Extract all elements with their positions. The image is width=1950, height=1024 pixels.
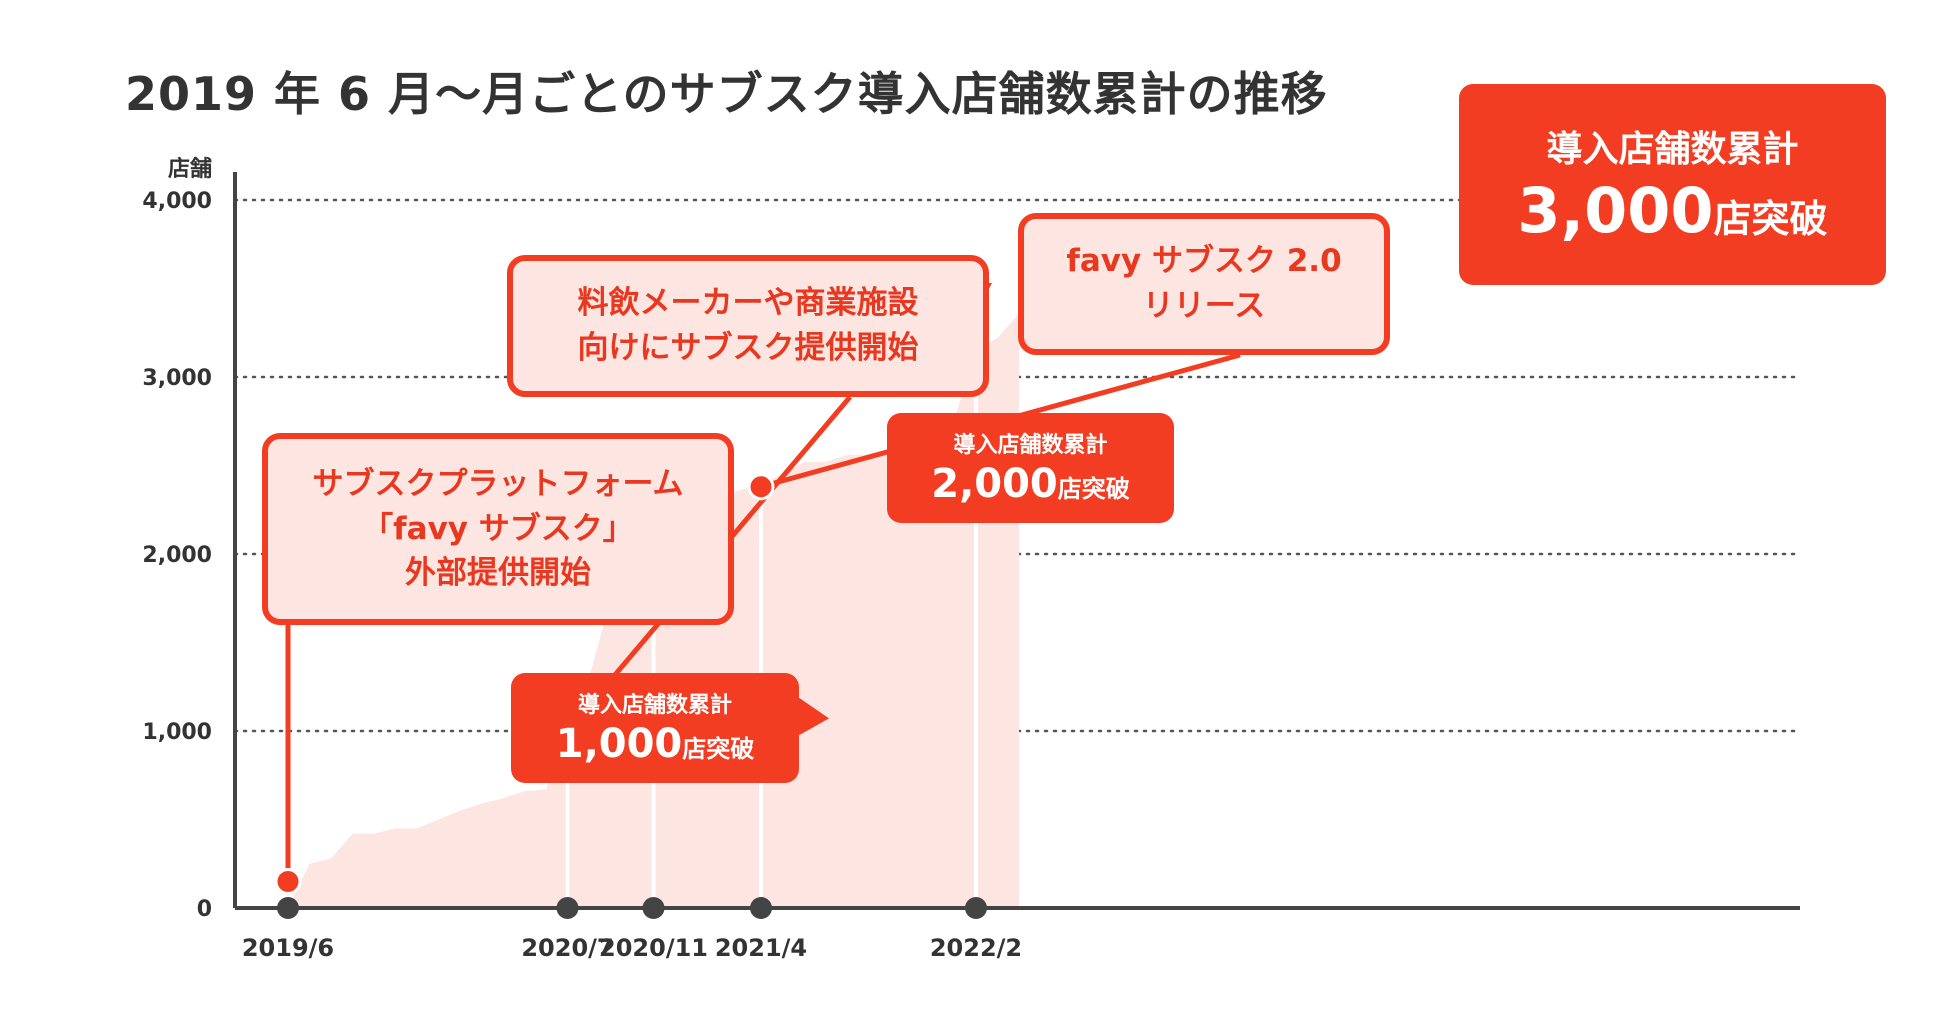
x-tick-dot xyxy=(750,897,772,919)
y-axis-label: 店舗 xyxy=(168,156,212,182)
x-tick-label: 2022/2 xyxy=(930,934,1022,962)
milestone-number: 3,000 xyxy=(1517,173,1714,247)
y-tick-label: 0 xyxy=(197,897,212,922)
annotation-marker xyxy=(747,473,775,501)
x-tick-dot xyxy=(556,897,579,919)
milestone-suffix: 店突破 xyxy=(1057,474,1130,503)
annotation-callout: 料飲メーカーや商業施設 向けにサブスク提供開始 xyxy=(507,255,989,397)
annotation-callout: サブスクプラットフォーム 「favy サブスク」 外部提供開始 xyxy=(262,433,734,625)
annotation-milestone: 1,000店突破 xyxy=(511,722,799,766)
annotation-milestone: 3,000店突破 xyxy=(1459,173,1886,247)
x-tick-dot xyxy=(277,897,299,919)
annotation-text: サブスクプラットフォーム xyxy=(312,465,684,502)
callout-pointer xyxy=(797,696,829,737)
annotation-callout: 導入店舗数累計 3,000店突破 xyxy=(1459,84,1886,285)
milestone-number: 2,000 xyxy=(931,460,1058,507)
annotation-marker xyxy=(274,867,302,895)
annotation-text: 「favy サブスク」 xyxy=(362,510,634,547)
annotation-text: 外部提供開始 xyxy=(405,555,591,592)
x-tick-label: 2021/4 xyxy=(715,934,807,962)
y-tick-label: 1,000 xyxy=(142,720,212,745)
annotation-callout: favy サブスク 2.0 リリース xyxy=(1018,213,1390,355)
annotation-text: favy サブスク 2.0 xyxy=(1066,243,1342,280)
x-tick-label: 2020/7 xyxy=(521,934,613,962)
annotation-text: リリース xyxy=(1142,288,1266,324)
x-tick-dot xyxy=(642,897,665,919)
milestone-suffix: 店突破 xyxy=(682,734,755,763)
annotation-text: 導入店舗数累計 xyxy=(953,433,1108,459)
x-tick-label: 2019/6 xyxy=(242,934,334,962)
annotation-callout: 導入店舗数累計 1,000店突破 xyxy=(511,673,799,783)
annotation-text: 導入店舗数累計 xyxy=(1546,129,1799,171)
x-tick-label: 2020/11 xyxy=(599,934,708,962)
milestone-suffix: 店突破 xyxy=(1713,196,1828,241)
annotation-milestone: 2,000店突破 xyxy=(887,462,1174,506)
x-tick-dot xyxy=(965,897,987,919)
annotation-text: 導入店舗数累計 xyxy=(577,693,732,719)
chart-title: 2019 年 6 月〜月ごとのサブスク導入店舗数累計の推移 xyxy=(125,67,1328,121)
annotation-text: 向けにサブスク提供開始 xyxy=(577,330,919,366)
milestone-number: 1,000 xyxy=(555,720,683,767)
annotation-callout: 導入店舗数累計 2,000店突破 xyxy=(887,413,1174,523)
y-tick-label: 4,000 xyxy=(142,189,212,214)
y-tick-label: 2,000 xyxy=(142,543,212,568)
annotation-text: 料飲メーカーや商業施設 xyxy=(577,285,919,322)
y-tick-label: 3,000 xyxy=(142,366,212,391)
